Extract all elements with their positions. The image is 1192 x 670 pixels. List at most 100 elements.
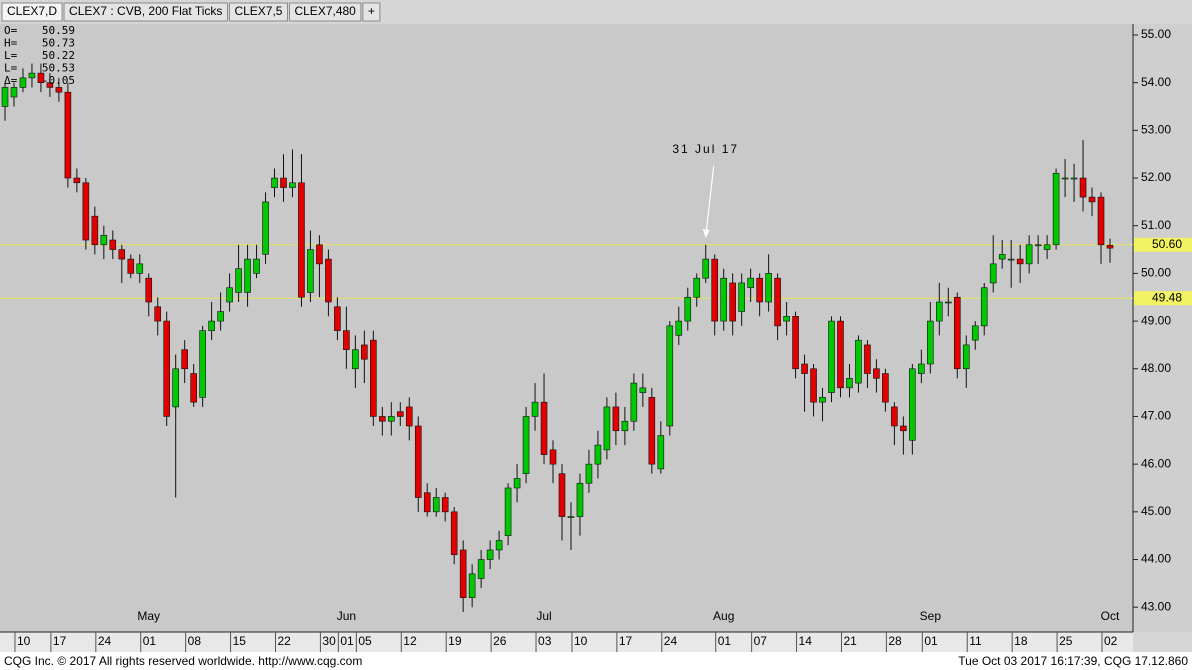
candle-body <box>325 258 332 303</box>
candle-body <box>190 373 197 403</box>
candle-body <box>846 378 853 389</box>
candle-body <box>10 87 18 98</box>
candle-body <box>46 82 54 88</box>
tab[interactable]: CLEX7,5 <box>228 2 288 22</box>
candle-body <box>882 373 889 403</box>
candle-body <box>361 344 368 360</box>
candle-body <box>262 201 269 255</box>
candle-body <box>468 573 476 598</box>
x-tick-label: 26 <box>493 634 507 648</box>
candle-body <box>864 344 871 374</box>
candle-body <box>298 182 305 298</box>
x-tick-label: 12 <box>403 634 417 648</box>
candle-body <box>82 182 90 241</box>
readout-label: H= <box>4 37 18 50</box>
candle-body <box>531 401 539 417</box>
candle-body <box>91 215 99 246</box>
candle-body <box>450 511 458 556</box>
candle-body <box>918 363 925 374</box>
candle-body <box>720 277 727 322</box>
y-tick-label: 51.00 <box>1141 218 1171 232</box>
candle-body <box>1016 258 1024 265</box>
h-line-box <box>1134 237 1192 252</box>
candle-body <box>980 287 988 327</box>
candle-body <box>603 406 611 451</box>
x-tick-label: 19 <box>448 634 462 648</box>
candle-body <box>513 478 521 489</box>
month-label: Oct <box>1101 609 1120 623</box>
x-tick-label: 24 <box>664 634 678 648</box>
y-tick-label: 47.00 <box>1141 409 1171 423</box>
readout-label: L= <box>4 49 18 62</box>
readout-value: 50.22 <box>42 49 75 62</box>
readout-label: O= <box>4 24 18 37</box>
candle-body <box>459 549 467 598</box>
x-tick-label: 22 <box>277 634 291 648</box>
candle-body <box>675 320 683 336</box>
candle-body <box>630 382 638 422</box>
readout-label: L= <box>4 62 18 75</box>
candle-body <box>666 325 674 427</box>
candle-body <box>253 258 260 274</box>
candle-body <box>226 287 233 303</box>
month-label: May <box>137 609 160 623</box>
candle-body <box>549 449 557 465</box>
readout-value: 50.73 <box>42 37 75 50</box>
candle-body <box>971 325 979 341</box>
candle-body <box>441 497 449 513</box>
footer-left: CQG Inc. © 2017 All rights reserved worl… <box>4 654 362 668</box>
candle-body <box>289 182 296 188</box>
tab-label: CLEX7,480 <box>294 4 356 18</box>
candle-body <box>504 487 512 536</box>
candle-body <box>810 368 817 403</box>
candle-body <box>774 277 781 327</box>
month-label: Jun <box>337 609 356 623</box>
tab-box <box>288 2 362 22</box>
candle-body <box>711 258 719 322</box>
candle-body <box>154 306 162 322</box>
x-tick-label: 10 <box>17 634 31 648</box>
tab-box <box>63 2 228 22</box>
candle-body <box>927 320 934 365</box>
candle-body <box>684 296 692 322</box>
candle-body <box>1 87 9 107</box>
candle-body <box>909 368 916 441</box>
x-tick-label: 07 <box>754 634 768 648</box>
x-tick-label: 30 <box>322 634 336 648</box>
candle-body <box>477 559 485 579</box>
annotation: 31 Jul 17 <box>672 142 739 156</box>
candle-body <box>334 306 341 331</box>
candle-body <box>612 406 620 432</box>
tab[interactable]: CLEX7 : CVB, 200 Flat Ticks <box>63 2 228 22</box>
candle-body <box>783 316 790 322</box>
x-tick-label: 10 <box>574 634 588 648</box>
candle-body <box>1052 172 1060 246</box>
x-tick-label: 17 <box>53 634 67 648</box>
x-tick-label: 25 <box>1059 634 1073 648</box>
x-tick-label: 02 <box>1104 634 1118 648</box>
tab[interactable]: + <box>362 2 381 22</box>
candle-body <box>396 411 404 417</box>
candle-body <box>352 349 359 370</box>
candle-body <box>316 244 323 265</box>
candle-body <box>1025 244 1033 265</box>
tab[interactable]: CLEX7,480 <box>288 2 362 22</box>
candle-body <box>1007 258 1015 261</box>
plot-area <box>0 24 1133 632</box>
candle-body <box>19 77 27 88</box>
candle-body <box>998 254 1006 260</box>
corner <box>1133 632 1192 652</box>
candle-body <box>900 425 907 432</box>
candle-body <box>181 349 188 370</box>
x-tick-label: 11 <box>969 634 982 648</box>
candle-body <box>280 177 287 188</box>
candle-body <box>729 282 736 322</box>
candle-body <box>693 277 701 298</box>
x-tick-label: 24 <box>98 634 112 648</box>
candle-body <box>639 387 647 393</box>
candle-body <box>343 330 350 350</box>
candle-body <box>118 249 126 260</box>
tab[interactable]: CLEX7,D <box>1 2 63 22</box>
candle-body <box>64 91 72 179</box>
